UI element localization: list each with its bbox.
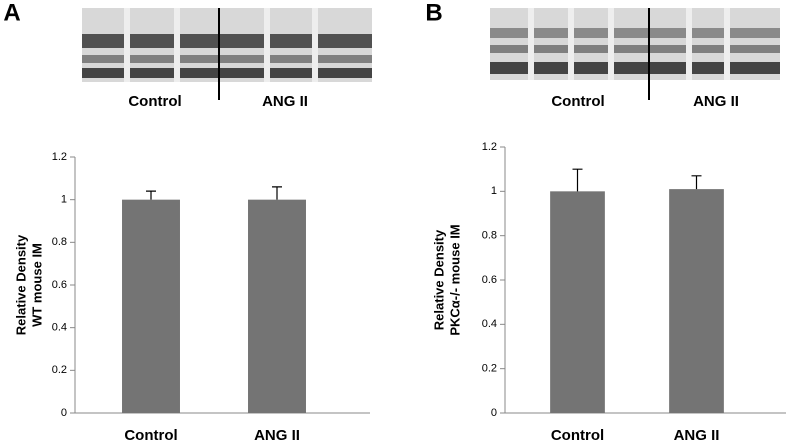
error-bar [272,186,282,200]
y-tick-label: 0.4 [52,322,67,334]
blot-label: ANG II [693,93,739,110]
panel-label: A [3,0,20,26]
y-tick-label: 0.2 [482,363,497,375]
y-axis-label: WT mouse IM [29,243,44,327]
panel-label: B [425,0,442,26]
bar [669,189,724,413]
y-tick-label: 1 [491,185,497,197]
y-tick-label: 0.8 [52,236,67,248]
error-bar [572,168,583,192]
y-axis-label: Relative Density [431,229,446,330]
error-bar [146,190,156,200]
y-axis-label: PKCα-/- mouse IM [447,224,462,335]
x-tick-label: ANG II [674,427,720,443]
bar [122,199,180,413]
blot-label: Control [551,93,604,110]
western-blot [490,8,780,100]
western-blot [82,8,372,100]
y-tick-label: 1 [61,194,67,206]
bar [550,191,605,413]
y-tick-label: 0.6 [482,274,497,286]
y-tick-label: 0.8 [482,230,497,242]
x-tick-label: Control [124,427,177,443]
y-tick-label: 0.6 [52,279,67,291]
y-tick-label: 1.2 [52,151,67,163]
y-tick-label: 1.2 [482,141,497,153]
y-tick-label: 0 [491,407,497,419]
x-tick-label: Control [551,427,604,443]
blot-label: Control [128,93,181,110]
y-axis-label: Relative Density [13,234,28,335]
y-tick-label: 0 [61,407,67,419]
blot-label: ANG II [262,93,308,110]
bar [248,199,306,413]
y-tick-label: 0.4 [482,318,497,330]
x-tick-label: ANG II [254,427,300,443]
error-bar [691,175,702,190]
y-tick-label: 0.2 [52,364,67,376]
